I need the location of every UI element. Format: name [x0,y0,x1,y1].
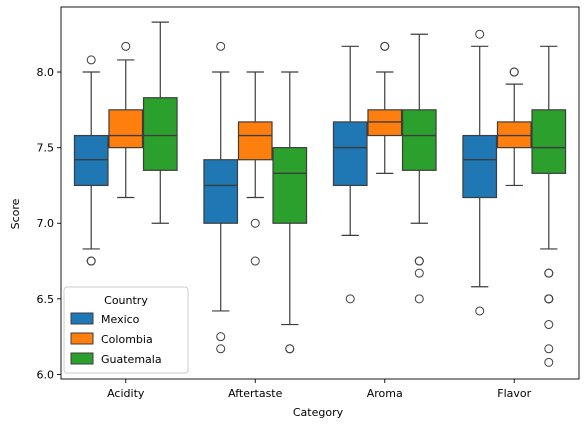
outlier-point [544,344,554,354]
legend-label-guatemala: Guatemala [101,353,162,366]
iqr-box [531,109,567,174]
outlier-point [475,306,485,316]
plot-area: 6.0 6.5 7.0 7.5 8.0 Acidity Aftertaste Aroma Fla… [37,6,580,400]
iqr-box [496,121,532,149]
box-guatemala-acidity [142,21,178,224]
outlier-point [414,268,424,278]
box-guatemala-aftertaste [272,71,308,354]
y-tick-label: 7.0 [37,217,55,230]
outlier-point [216,344,226,354]
box-colombia-aftertaste [237,71,273,266]
x-tick-label: Acidity [107,387,145,400]
x-tick-label: Aroma [367,387,403,400]
legend-swatch-guatemala [70,352,94,365]
box-mexico-aroma [332,45,368,304]
y-tick-label: 6.0 [37,368,55,381]
iqr-box [73,134,109,187]
x-axis-label: Category [293,406,344,419]
y-axis-label: Score [9,198,22,229]
iqr-box [237,121,273,161]
outlier-point [544,268,554,278]
y-tick-label: 6.5 [37,293,55,306]
outlier-point [216,332,226,342]
x-tick-label: Flavor [497,387,531,400]
outlier-point [250,218,260,228]
outlier-point [285,344,295,354]
legend-swatch-colombia [70,332,94,345]
legend-title: Country [104,294,148,307]
box-guatemala-aroma [401,33,437,304]
outlier-point [544,357,554,367]
box-mexico-aftertaste [203,41,239,354]
legend: Country Mexico Colombia Guatemala [63,286,189,374]
legend-frame [63,286,189,374]
outlier-point [345,294,355,304]
iqr-box [367,109,403,137]
outlier-point [509,67,519,77]
outlier-point [86,55,96,65]
box-colombia-aroma [367,41,403,174]
outlier-point [121,41,131,51]
iqr-box [272,147,308,224]
outlier-point [216,41,226,51]
box-mexico-acidity [73,55,109,266]
outlier-point [380,41,390,51]
outlier-point [414,294,424,304]
outlier-point [250,256,260,266]
box-guatemala-flavor [531,45,567,367]
legend-label-colombia: Colombia [101,333,153,346]
outlier-point [544,294,554,304]
legend-swatch-mexico [70,312,94,325]
legend-label-mexico: Mexico [101,313,140,326]
iqr-box [108,109,144,149]
y-tick-label: 8.0 [37,66,55,79]
outlier-point [414,256,424,266]
iqr-box [332,121,368,187]
box-mexico-flavor [462,29,498,316]
iqr-box [203,159,239,224]
iqr-box [142,97,178,171]
box-colombia-flavor [496,67,532,187]
x-tick-label: Aftertaste [228,387,283,400]
box-colombia-acidity [108,41,144,199]
plot-frame [60,6,580,380]
iqr-box [401,109,437,171]
outlier-point [475,29,485,39]
outlier-point [86,256,96,266]
iqr-box [462,134,498,199]
y-tick-label: 7.5 [37,142,55,155]
outlier-point [544,320,554,330]
